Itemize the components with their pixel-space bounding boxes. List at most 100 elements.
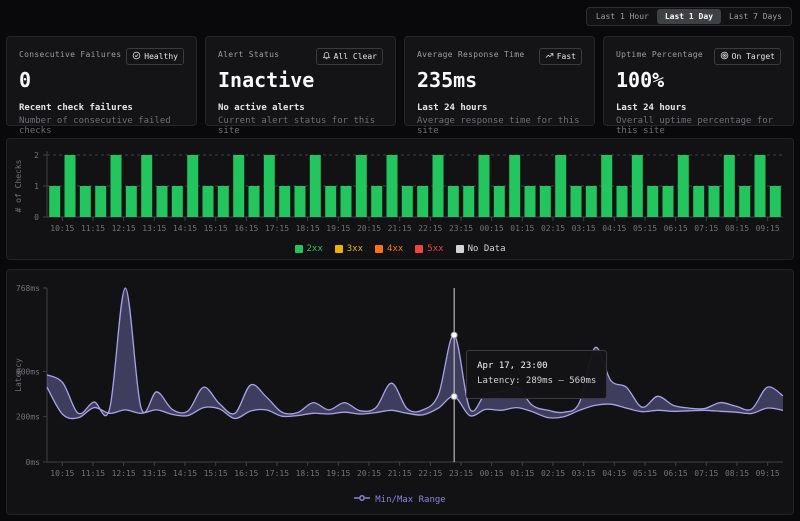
svg-text:0ms: 0ms [26,458,41,467]
svg-text:01:15: 01:15 [510,469,534,478]
badge-label: Fast [557,52,576,61]
tooltip-latency-value: Latency: 289ms – 560ms [477,374,596,389]
legend-label: 5xx [427,244,443,254]
stat-card-alert-status: Alert Status All Clear Inactive No activ… [205,36,396,126]
svg-text:23:15: 23:15 [449,469,473,478]
svg-text:18:15: 18:15 [296,469,320,478]
svg-text:15:15: 15:15 [204,224,228,233]
svg-text:17:15: 17:15 [265,469,289,478]
svg-text:19:15: 19:15 [326,224,350,233]
svg-text:12:15: 12:15 [112,224,136,233]
status-checks-bar-chart[interactable]: 01210:1511:1512:1513:1514:1515:1516:1517… [11,143,789,239]
svg-text:18:15: 18:15 [296,224,320,233]
svg-text:08:15: 08:15 [725,469,749,478]
legend-label: 4xx [387,244,403,254]
time-range-button-7d[interactable]: Last 7 Days [721,9,790,24]
svg-text:07:15: 07:15 [694,224,718,233]
svg-text:13:15: 13:15 [142,224,166,233]
legend-swatch [295,245,303,253]
svg-text:12:15: 12:15 [112,469,136,478]
chart-tooltip: Apr 17, 23:00 Latency: 289ms – 560ms [466,350,607,399]
tooltip-timestamp: Apr 17, 23:00 [477,359,596,374]
svg-text:11:15: 11:15 [81,469,105,478]
legend-swatch [415,245,423,253]
legend-label: No Data [468,244,506,254]
stat-card-avg-response-time: Average Response Time Fast 235ms Last 24… [404,36,595,126]
svg-text:Latency: Latency [14,358,23,392]
card-title: Uptime Percentage [616,48,703,59]
time-range-selector: Last 1 Hour Last 1 Day Last 7 Days [586,7,792,26]
card-subtitle: No active alerts [218,103,383,113]
svg-text:10:15: 10:15 [50,224,74,233]
legend-item-3xx[interactable]: 3xx [335,244,363,254]
svg-text:03:15: 03:15 [572,224,596,233]
svg-text:09:15: 09:15 [756,469,780,478]
card-title: Alert Status [218,48,279,59]
legend-item-5xx[interactable]: 5xx [415,244,443,254]
svg-text:1: 1 [34,182,39,191]
svg-text:10:15: 10:15 [50,469,74,478]
legend-swatch [335,245,343,253]
svg-text:200ms: 200ms [16,413,40,422]
latency-min-max-chart[interactable]: 0ms200ms400ms768ms10:1511:1512:1513:1514… [11,274,789,488]
legend-item-no-data[interactable]: No Data [456,244,506,254]
svg-text:22:15: 22:15 [418,469,442,478]
svg-text:17:15: 17:15 [265,224,289,233]
legend-item-2xx[interactable]: 2xx [295,244,323,254]
badge-label: Healthy [144,52,178,61]
svg-text:06:15: 06:15 [664,224,688,233]
bell-icon [322,51,331,62]
svg-text:11:15: 11:15 [81,224,105,233]
svg-text:09:15: 09:15 [756,224,780,233]
svg-text:01:15: 01:15 [510,224,534,233]
svg-text:00:15: 00:15 [480,224,504,233]
latency-legend-label: Min/Max Range [375,495,445,505]
svg-text:03:15: 03:15 [572,469,596,478]
svg-text:19:15: 19:15 [326,469,350,478]
svg-text:04:15: 04:15 [602,469,626,478]
card-value: Inactive [218,68,383,92]
card-title: Average Response Time [417,48,524,59]
latency-chart-panel: 0ms200ms400ms768ms10:1511:1512:1513:1514… [6,269,794,515]
legend-label: 3xx [347,244,363,254]
card-subtitle: Recent check failures [19,103,184,113]
svg-text:22:15: 22:15 [418,224,442,233]
check-circle-icon [132,51,141,62]
status-checks-bar-chart-panel: 01210:1511:1512:1513:1514:1515:1516:1517… [6,138,794,260]
status-badge: Healthy [126,48,184,65]
card-subtitle: Last 24 hours [417,103,582,113]
svg-text:05:15: 05:15 [633,469,657,478]
card-value: 100% [616,68,781,92]
svg-text:16:15: 16:15 [234,469,258,478]
latency-legend[interactable]: Min/Max Range [11,494,789,505]
svg-text:20:15: 20:15 [357,224,381,233]
card-description: Current alert status for this site [218,116,383,136]
status-badge: On Target [714,48,781,65]
svg-text:21:15: 21:15 [388,224,412,233]
svg-text:00:15: 00:15 [480,469,504,478]
legend-swatch [456,245,464,253]
svg-text:14:15: 14:15 [173,224,197,233]
card-value: 235ms [417,68,582,92]
status-badge: Fast [539,48,582,65]
legend-label: 2xx [307,244,323,254]
svg-text:20:15: 20:15 [357,469,381,478]
bar-chart-legend: 2xx 3xx 4xx 5xx No Data [11,244,789,254]
min-max-range-legend-icon [354,494,370,505]
time-range-button-1h[interactable]: Last 1 Hour [588,9,657,24]
legend-item-4xx[interactable]: 4xx [375,244,403,254]
svg-text:21:15: 21:15 [388,469,412,478]
svg-text:06:15: 06:15 [664,469,688,478]
svg-text:08:15: 08:15 [725,224,749,233]
svg-text:02:15: 02:15 [541,469,565,478]
svg-text:02:15: 02:15 [541,224,565,233]
time-range-button-1d[interactable]: Last 1 Day [657,9,721,24]
stat-cards-row: Consecutive Failures Healthy 0 Recent ch… [6,36,794,126]
card-subtitle: Last 24 hours [616,103,781,113]
svg-text:# of Checks: # of Checks [14,159,23,212]
badge-label: On Target [732,52,775,61]
legend-swatch [375,245,383,253]
status-badge: All Clear [316,48,383,65]
svg-text:04:15: 04:15 [602,224,626,233]
svg-text:13:15: 13:15 [142,469,166,478]
